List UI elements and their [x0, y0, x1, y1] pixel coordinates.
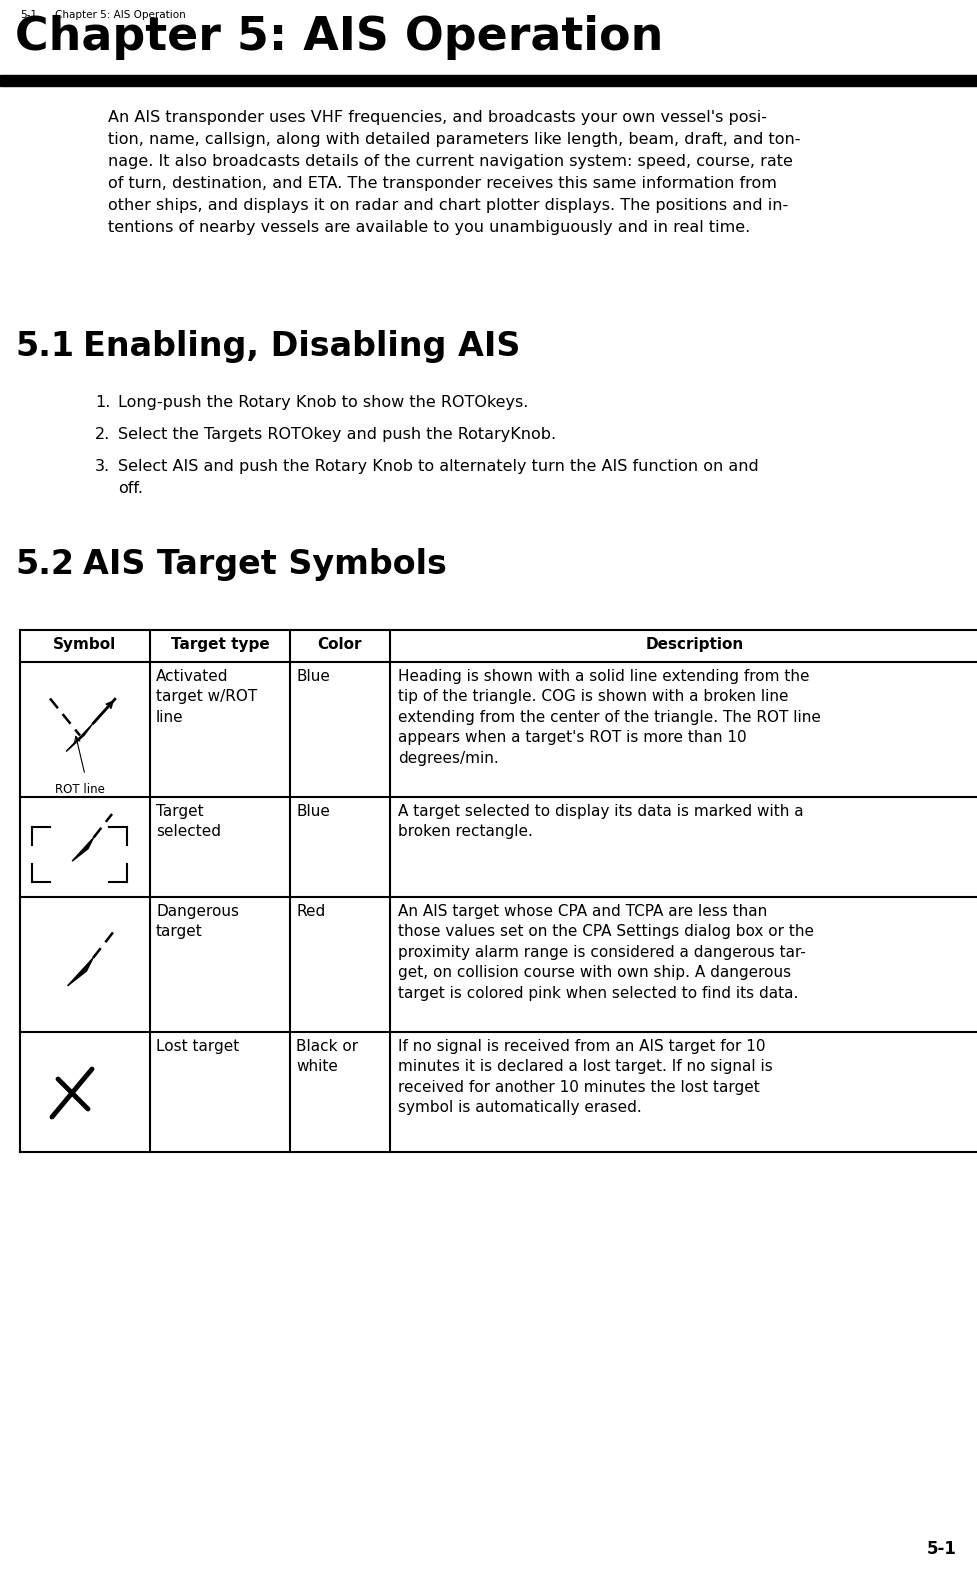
- Polygon shape: [66, 723, 93, 752]
- Text: ROT line: ROT line: [55, 784, 105, 796]
- Text: Color: Color: [318, 636, 362, 652]
- Polygon shape: [72, 837, 94, 861]
- Text: A target selected to display its data is marked with a
broken rectangle.: A target selected to display its data is…: [398, 804, 804, 839]
- Text: Lost target: Lost target: [156, 1038, 239, 1054]
- Text: Black or
white: Black or white: [296, 1038, 359, 1075]
- Text: Activated
target w/ROT
line: Activated target w/ROT line: [156, 670, 257, 725]
- Text: Select the Targets ROTOkey and push the RotaryKnob.: Select the Targets ROTOkey and push the …: [118, 427, 556, 442]
- Text: Red: Red: [296, 904, 325, 920]
- Text: An AIS transponder uses VHF frequencies, and broadcasts your own vessel's posi-: An AIS transponder uses VHF frequencies,…: [108, 109, 767, 125]
- Text: Enabling, Disabling AIS: Enabling, Disabling AIS: [83, 329, 521, 363]
- Text: Target
selected: Target selected: [156, 804, 221, 839]
- Text: nage. It also broadcasts details of the current navigation system: speed, course: nage. It also broadcasts details of the …: [108, 154, 793, 169]
- Text: 5.2: 5.2: [15, 548, 74, 581]
- Text: 5-1: 5-1: [927, 1540, 957, 1558]
- Text: If no signal is received from an AIS target for 10
minutes it is declared a lost: If no signal is received from an AIS tar…: [398, 1038, 773, 1114]
- Text: Symbol: Symbol: [54, 636, 116, 652]
- Bar: [0, 74, 977, 85]
- Text: Select AIS and push the Rotary Knob to alternately turn the AIS function on and: Select AIS and push the Rotary Knob to a…: [118, 459, 759, 473]
- Text: 5.1: 5.1: [15, 329, 74, 363]
- Text: Dangerous
target: Dangerous target: [156, 904, 239, 939]
- Text: Chapter 5: AIS Operation: Chapter 5: AIS Operation: [15, 14, 663, 60]
- Text: off.: off.: [118, 481, 143, 495]
- Text: Target type: Target type: [171, 636, 270, 652]
- Text: 3.: 3.: [95, 459, 110, 473]
- Text: tion, name, callsign, along with detailed parameters like length, beam, draft, a: tion, name, callsign, along with detaile…: [108, 131, 800, 147]
- Text: 2.: 2.: [95, 427, 110, 442]
- Text: Long-push the Rotary Knob to show the ROTOkeys.: Long-push the Rotary Knob to show the RO…: [118, 396, 529, 410]
- Text: other ships, and displays it on radar and chart plotter displays. The positions : other ships, and displays it on radar an…: [108, 198, 788, 214]
- Text: tentions of nearby vessels are available to you unambiguously and in real time.: tentions of nearby vessels are available…: [108, 220, 750, 234]
- Text: An AIS target whose CPA and TCPA are less than
those values set on the CPA Setti: An AIS target whose CPA and TCPA are les…: [398, 904, 814, 1000]
- Polygon shape: [67, 958, 93, 986]
- Text: of turn, destination, and ETA. The transponder receives this same information fr: of turn, destination, and ETA. The trans…: [108, 176, 777, 192]
- Text: Chapter 5: AIS Operation: Chapter 5: AIS Operation: [55, 9, 186, 21]
- Text: Heading is shown with a solid line extending from the
tip of the triangle. COG i: Heading is shown with a solid line exten…: [398, 670, 821, 766]
- Text: Blue: Blue: [296, 804, 330, 818]
- Text: 1.: 1.: [95, 396, 110, 410]
- Text: Description: Description: [646, 636, 744, 652]
- Text: 5-1: 5-1: [20, 9, 37, 21]
- Text: Blue: Blue: [296, 670, 330, 684]
- Text: AIS Target Symbols: AIS Target Symbols: [83, 548, 446, 581]
